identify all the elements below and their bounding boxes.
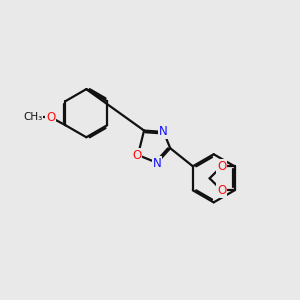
Text: O: O xyxy=(132,148,141,162)
Text: O: O xyxy=(46,111,56,124)
Text: CH₃: CH₃ xyxy=(23,112,43,122)
Text: O: O xyxy=(217,184,226,197)
Text: N: N xyxy=(159,124,168,138)
Text: N: N xyxy=(153,157,161,170)
Text: O: O xyxy=(217,160,226,173)
